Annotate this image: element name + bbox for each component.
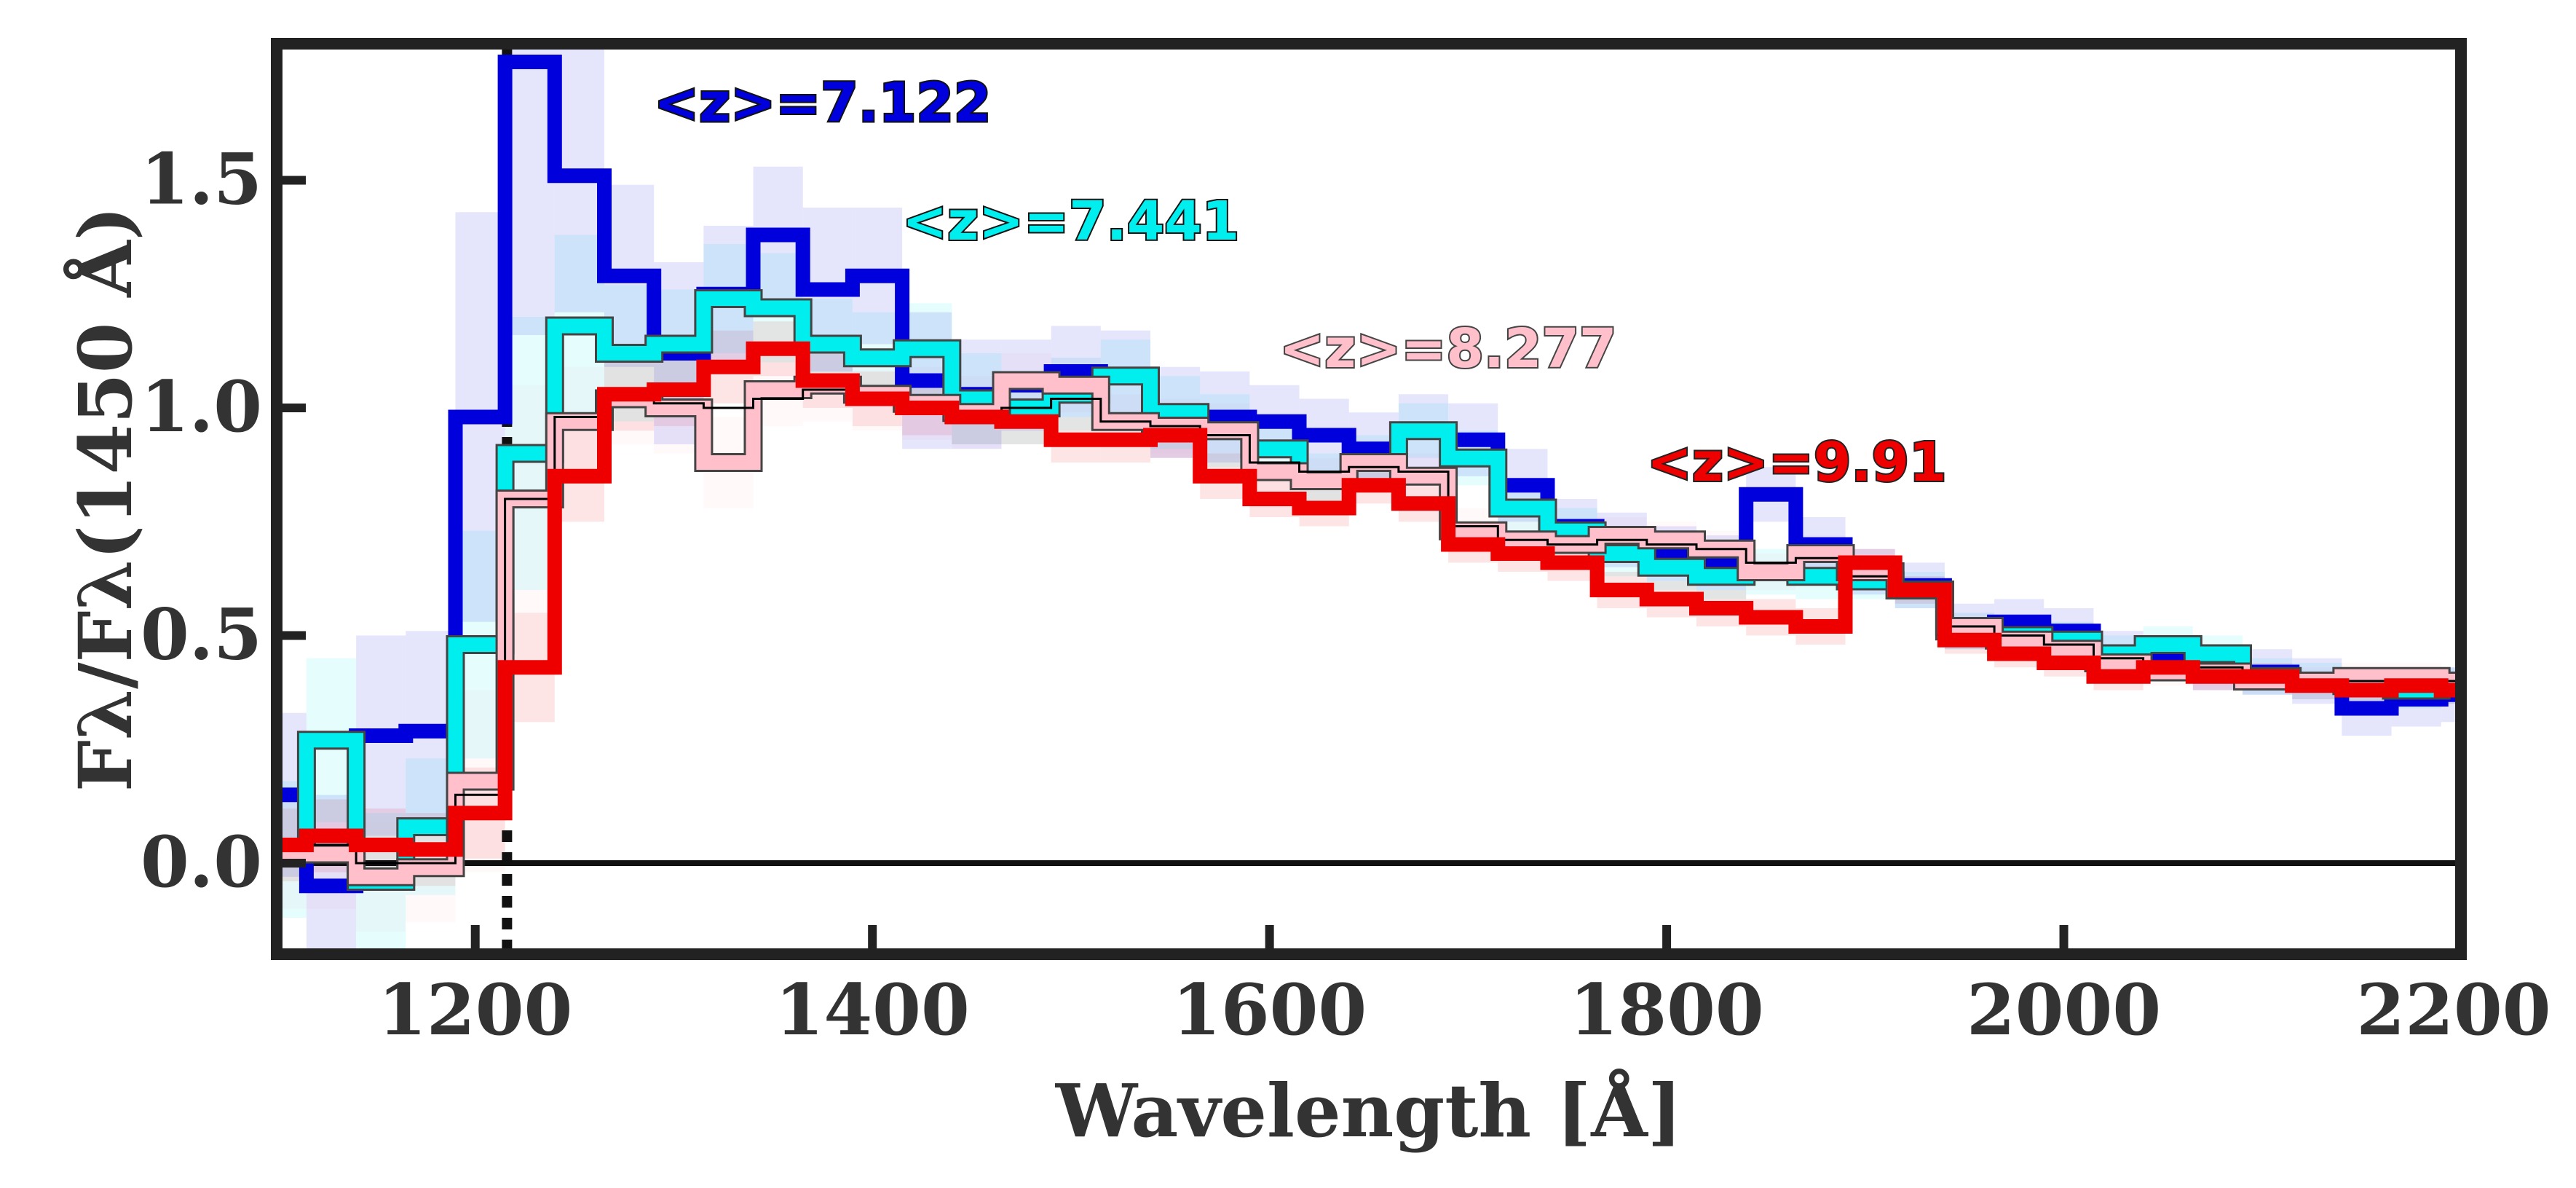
series-label-0: <z>=7.122 [654, 71, 991, 134]
error-bin [505, 44, 555, 335]
series-label-2: <z>=8.277 [1279, 318, 1616, 380]
x-tick-label: 1800 [1569, 969, 1763, 1051]
plot-frame [271, 38, 2467, 960]
y-axis-label: Fλ/Fλ(1450 Å) [63, 206, 149, 792]
y-tick-label: 0.0 [141, 821, 262, 903]
series-labels: <z>=7.122 <z>=7.441 <z>=8.277 <z>=9.91 [652, 70, 1948, 495]
x-tick-label: 1200 [378, 969, 572, 1051]
y-tick-label: 1.5 [141, 138, 262, 221]
series-line-3 [277, 341, 2461, 857]
axis-ticks: 1200 1400 1600 1800 2000 2200 0.0 0.5 1.0 1.5 [141, 138, 2551, 1052]
x-tick-label: 2200 [2356, 969, 2551, 1051]
y-tick-label: 1.0 [141, 366, 262, 448]
x-tick-label: 1400 [775, 969, 970, 1051]
x-tick-label: 1600 [1172, 969, 1367, 1051]
x-tick-label: 2000 [1967, 969, 2161, 1051]
series-label-1: <z>=7.441 [902, 190, 1239, 253]
series-label-3: <z>=9.91 [1647, 431, 1947, 494]
y-tick-label: 0.5 [141, 594, 262, 676]
spectrum-lines [277, 55, 2461, 894]
x-axis-label: Wavelength [Å] [1055, 1068, 1682, 1154]
reference-lines [277, 44, 2461, 954]
